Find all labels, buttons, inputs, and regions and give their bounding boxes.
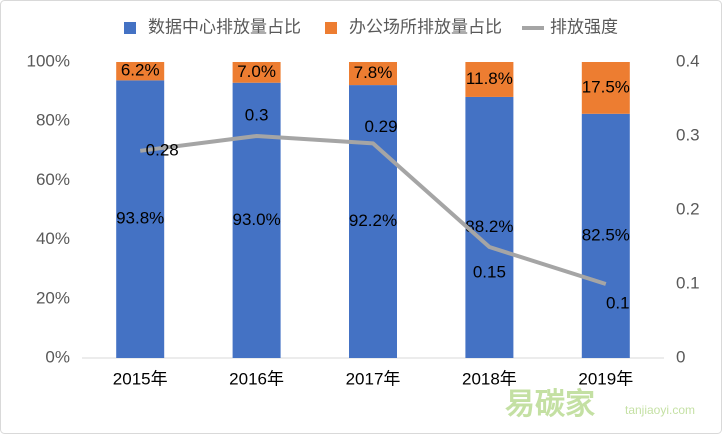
line-label: 0.15 bbox=[473, 262, 506, 281]
bar-segment bbox=[349, 62, 397, 86]
bar-segment bbox=[581, 113, 630, 358]
data-label: 92.2% bbox=[349, 211, 397, 230]
data-label: 93.0% bbox=[232, 210, 280, 229]
bar-segment bbox=[349, 85, 397, 358]
line-label: 0.28 bbox=[146, 140, 179, 159]
data-label: 6.2% bbox=[121, 61, 160, 80]
x-tick-label: 2017年 bbox=[346, 369, 401, 388]
y2-tick-label: 0.1 bbox=[676, 273, 700, 292]
y-tick-label: 100% bbox=[27, 51, 70, 70]
bar-segment bbox=[232, 62, 281, 83]
data-label: 11.8% bbox=[466, 69, 513, 88]
data-label: 7.0% bbox=[237, 62, 276, 81]
data-label: 17.5% bbox=[582, 77, 630, 96]
y2-tick-label: 0.3 bbox=[676, 125, 700, 144]
y2-tick-label: 0.2 bbox=[676, 199, 700, 218]
data-label: 88.2% bbox=[465, 217, 513, 236]
bar-segment bbox=[116, 62, 165, 81]
bar-segment bbox=[465, 62, 514, 97]
y2-tick-label: 0 bbox=[676, 347, 685, 366]
watermark-url: tanjiaoyi.com bbox=[625, 403, 695, 417]
data-label: 7.8% bbox=[354, 63, 393, 82]
legend-label: 办公场所排放量占比 bbox=[349, 17, 502, 36]
line-label: 0.3 bbox=[245, 105, 269, 124]
bar-segment bbox=[581, 62, 630, 114]
legend-swatch bbox=[325, 22, 337, 34]
bar-segment bbox=[116, 80, 165, 359]
watermark-text: 易碳家 bbox=[505, 388, 595, 421]
y-tick-label: 20% bbox=[36, 288, 70, 307]
data-label: 93.8% bbox=[116, 209, 164, 228]
y-tick-label: 80% bbox=[36, 111, 70, 130]
x-tick-label: 2019年 bbox=[578, 369, 633, 388]
y-tick-label: 0% bbox=[45, 347, 70, 366]
bar-segment bbox=[465, 96, 514, 358]
legend-label: 排放强度 bbox=[550, 17, 618, 36]
line bbox=[139, 134, 607, 286]
x-tick-label: 2015年 bbox=[113, 369, 168, 388]
x-tick-label: 2018年 bbox=[462, 369, 517, 388]
y-tick-label: 40% bbox=[36, 229, 70, 248]
legend-swatch bbox=[124, 22, 136, 34]
legend-label: 数据中心排放量占比 bbox=[148, 17, 301, 36]
y-tick-label: 60% bbox=[36, 170, 70, 189]
data-label: 82.5% bbox=[582, 225, 630, 244]
bar-segment bbox=[232, 82, 281, 358]
line-label: 0.1 bbox=[606, 293, 630, 312]
y2-tick-label: 0.4 bbox=[676, 51, 700, 70]
x-tick-label: 2016年 bbox=[229, 369, 284, 388]
watermark: 易碳家 tanjiaoyi.com bbox=[505, 388, 695, 421]
line-label: 0.29 bbox=[364, 117, 397, 136]
